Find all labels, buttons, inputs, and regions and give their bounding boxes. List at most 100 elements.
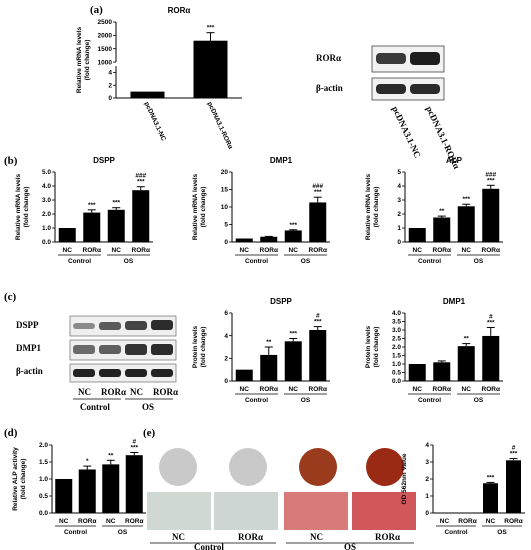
significance-mark: **	[464, 336, 470, 343]
wb-c-band-label-dspp: DSPP	[16, 320, 39, 330]
y-tick-label: 2.0	[42, 211, 51, 218]
y-axis-label: Relative mRNA levels(fold change)	[192, 174, 207, 241]
stain-lane-3: NC	[310, 532, 323, 542]
bar	[457, 206, 475, 242]
y-tick-label: 0.5	[39, 493, 48, 500]
bar	[125, 455, 143, 513]
x-tick-label: RORα	[125, 518, 143, 525]
y-tick-label: 2	[397, 211, 401, 218]
wb-c-band-actin-3	[125, 369, 147, 377]
y-tick-label: 2	[108, 82, 112, 89]
chart-b1: DSPP 0.0 1.0 2.0 3.0 4.0 5.0 Relative mRNA leve…	[15, 156, 153, 265]
wb-c-band-label-dmp1: DMP1	[16, 343, 41, 353]
x-tick-label: RORα	[309, 247, 327, 254]
wb-a-box-actin	[371, 77, 445, 101]
significance-mark: ***	[314, 189, 322, 196]
x-tick-label: NC	[413, 247, 423, 254]
x-tick-label: RORα	[433, 386, 451, 393]
significance-mark: #	[132, 438, 136, 445]
wb-c-band-actin-1	[73, 369, 95, 377]
wb-c-lane-1: NC	[78, 387, 91, 397]
y-tick-label: 1500	[98, 46, 113, 53]
x-tick-label: NC	[486, 518, 496, 525]
stain-micro-3	[284, 492, 348, 530]
panel-label-b: (b)	[4, 155, 18, 167]
y-tick-label: 1.5	[39, 459, 48, 466]
western-blot-c: DSPP DMP1 β-actin NC RORα NC RORα Contro…	[16, 315, 178, 412]
bar	[130, 91, 165, 98]
bar	[284, 230, 302, 242]
group-label: Control	[64, 529, 87, 536]
wb-c-band-dspp-1	[73, 323, 95, 329]
y-tick-label: 4	[108, 70, 112, 77]
group-label: Control	[245, 397, 268, 404]
y-axis-label: Relative mRNA levels(fold change)	[15, 174, 30, 241]
y-axis-label-line: Relative mRNA levels	[192, 174, 199, 241]
significance-mark: ***	[130, 444, 138, 451]
wb-c-group-control: Control	[80, 402, 110, 412]
stain-lane-4: RORα	[375, 532, 400, 542]
group-label: Control	[444, 529, 467, 536]
wb-c-band-dspp-4	[151, 320, 173, 330]
y-axis-label: Relative mRNA levels(fold change)	[76, 27, 91, 94]
bar	[78, 469, 96, 513]
chart-b3: ALP 0 1 2 3 4 5 Relative mRNA levels(fold chang…	[365, 156, 503, 265]
panel-label-c: (c)	[4, 291, 17, 303]
bar	[483, 483, 498, 513]
chart-title: DMP1	[443, 297, 466, 306]
y-axis-label: Relative mRNA levels(fold change)	[365, 174, 380, 241]
y-tick-label: 0.5	[392, 370, 401, 377]
x-tick-label: RORα	[504, 518, 522, 525]
group-label: OS	[124, 258, 134, 265]
wb-c-band-label-actin: β-actin	[16, 366, 43, 376]
y-axis-label-line: (fold change)	[200, 187, 207, 228]
y-axis-label-line: Relative mRNA levels	[15, 174, 22, 241]
group-label: Control	[418, 397, 441, 404]
bar	[235, 238, 253, 242]
significance-mark: ###	[485, 171, 496, 178]
group-label: Control	[68, 258, 91, 265]
x-tick-label: NC	[289, 386, 299, 393]
group-label: OS	[474, 258, 484, 265]
panel-label-a: (a)	[90, 4, 103, 16]
x-tick-label: RORα	[458, 518, 476, 525]
group-label: Control	[418, 258, 441, 265]
y-axis-label: Relative ALP activity(fold change)	[12, 447, 27, 511]
x-tick-label: RORα	[83, 247, 101, 254]
group-label: OS	[301, 397, 311, 404]
significance-mark: #	[316, 313, 320, 320]
y-tick-label: 2.5	[392, 336, 401, 343]
wb-c-box-actin	[69, 363, 177, 383]
chart-b2: DMP1 0 5 10 15 20 Relative mRNA levels(fold ch…	[192, 156, 330, 265]
bar	[433, 217, 451, 242]
significance-mark: *	[86, 458, 89, 465]
significance-mark: **	[439, 208, 445, 215]
wb-c-band-dmp1-1	[73, 345, 95, 354]
wb-c-group-os: OS	[142, 402, 154, 412]
significance-mark: ***	[289, 222, 297, 229]
significance-mark: ***	[112, 200, 120, 207]
chart-title: DSPP	[270, 297, 292, 306]
y-tick-label: 5	[397, 169, 401, 176]
stain-lane-1: NC	[172, 532, 185, 542]
y-tick-label: 5	[224, 222, 228, 229]
western-blot-a: RORα β-actin pcDNA3.1-NC pcDNA3.1-RORα	[316, 45, 462, 170]
y-tick-label: 3.0	[42, 197, 51, 204]
y-tick-label: 3.5	[392, 319, 401, 326]
y-axis-label-line: Relative mRNA levels	[76, 27, 83, 94]
wb-a-band-actin-rora	[410, 84, 440, 94]
y-tick-label: 6	[224, 310, 228, 317]
y-tick-label: 3	[397, 197, 401, 204]
y-tick-label: 1	[425, 493, 429, 500]
stain-lane-2: RORα	[238, 532, 263, 542]
bar	[408, 228, 426, 242]
chart-title: ALP	[446, 156, 463, 165]
significance-mark: #	[489, 313, 493, 320]
group-label: OS	[301, 258, 311, 265]
stain-dish-1	[159, 448, 197, 486]
significance-mark: ***	[487, 474, 495, 481]
x-tick-label: NC	[63, 247, 73, 254]
significance-mark: ***	[510, 451, 518, 458]
